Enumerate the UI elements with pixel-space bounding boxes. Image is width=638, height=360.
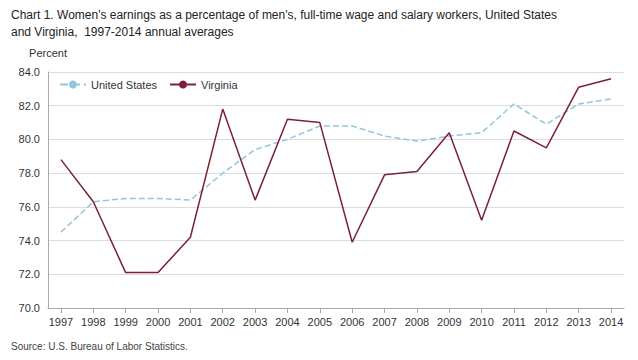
svg-text:2007: 2007 [372, 316, 396, 328]
svg-text:Percent: Percent [29, 47, 67, 59]
svg-text:2014: 2014 [599, 316, 623, 328]
svg-text:2004: 2004 [275, 316, 299, 328]
svg-text:76.0: 76.0 [19, 201, 40, 213]
svg-text:Virginia: Virginia [201, 79, 238, 91]
svg-text:1998: 1998 [81, 316, 105, 328]
svg-text:1999: 1999 [113, 316, 137, 328]
svg-text:2008: 2008 [405, 316, 429, 328]
svg-text:2000: 2000 [146, 316, 170, 328]
svg-text:82.0: 82.0 [19, 100, 40, 112]
svg-text:74.0: 74.0 [19, 235, 40, 247]
svg-text:2001: 2001 [178, 316, 202, 328]
svg-text:and Virginia, 1997-2014 annua: and Virginia, 1997-2014 annual averages [11, 25, 234, 39]
svg-text:2012: 2012 [534, 316, 558, 328]
svg-text:1997: 1997 [49, 316, 73, 328]
svg-text:70.0: 70.0 [19, 302, 40, 314]
svg-text:2005: 2005 [308, 316, 332, 328]
svg-text:80.0: 80.0 [19, 133, 40, 145]
svg-text:2009: 2009 [437, 316, 461, 328]
svg-text:2011: 2011 [502, 316, 526, 328]
svg-text:84.0: 84.0 [19, 66, 40, 78]
svg-text:2013: 2013 [566, 316, 590, 328]
svg-text:Source: U.S. Bureau of Labor S: Source: U.S. Bureau of Labor Statistics. [11, 341, 188, 352]
svg-text:2010: 2010 [469, 316, 493, 328]
svg-text:72.0: 72.0 [19, 268, 40, 280]
svg-text:2003: 2003 [243, 316, 267, 328]
svg-text:United States: United States [91, 79, 158, 91]
svg-text:78.0: 78.0 [19, 167, 40, 179]
svg-text:2006: 2006 [340, 316, 364, 328]
svg-text:Chart 1. Women's earnings as a: Chart 1. Women's earnings as a percentag… [11, 8, 557, 22]
svg-text:2002: 2002 [210, 316, 234, 328]
